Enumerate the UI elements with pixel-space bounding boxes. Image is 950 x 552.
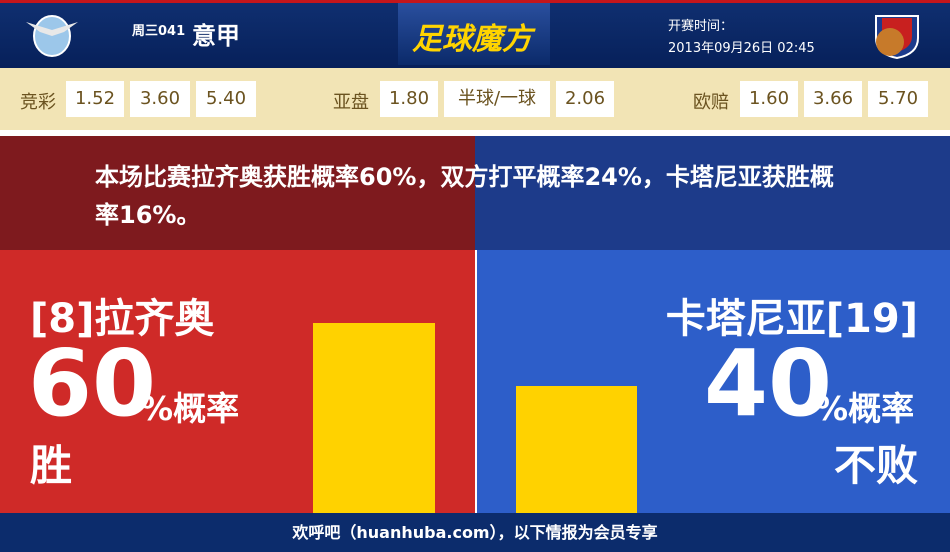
odds-value: 3.66 xyxy=(804,81,862,117)
odds-value: 5.40 xyxy=(196,81,256,117)
summary-bg-right xyxy=(475,136,950,250)
away-unit: %概率 xyxy=(815,389,915,428)
probability-bar xyxy=(516,386,637,513)
home-probability: 60 xyxy=(28,330,157,437)
home-unit: %概率 xyxy=(140,389,240,428)
probability-bar xyxy=(313,323,435,513)
kickoff-time: 2013年09月26日 02:45 xyxy=(668,41,815,56)
home-logo xyxy=(26,15,78,57)
odds-value: 2.06 xyxy=(556,81,614,117)
odds-label: 欧赔 xyxy=(693,92,729,113)
home-outcome: 胜 xyxy=(30,441,73,490)
odds-value: 3.60 xyxy=(130,81,190,117)
odds-value: 1.52 xyxy=(66,81,124,117)
summary: 本场比赛拉齐奥获胜概率60%，双方打平概率24%，卡塔尼亚获胜概率16%。 xyxy=(95,163,834,229)
away-outcome: 不败 xyxy=(833,441,918,490)
odds-label: 竞彩 xyxy=(20,92,56,113)
odds-value: 5.70 xyxy=(868,81,928,117)
odds-value: 1.80 xyxy=(380,81,438,117)
kickoff-label: 开赛时间： xyxy=(668,19,734,34)
odds-value: 半球/一球 xyxy=(444,81,550,117)
away-logo xyxy=(875,15,919,60)
summary-bg-left xyxy=(0,136,475,250)
away-team: 卡塔尼亚[19] xyxy=(665,296,918,342)
logo: 足球魔方 xyxy=(412,22,532,57)
home-team: [8]拉齐奥 xyxy=(30,296,215,342)
match-no: 周三041 xyxy=(132,24,186,39)
away-probability: 40 xyxy=(704,330,833,437)
logo-bg xyxy=(398,3,550,65)
footer: 欢呼吧（huanhuba.com），以下情报为会员专享 xyxy=(0,513,950,552)
league: 意甲 xyxy=(192,22,240,50)
odds-label: 亚盘 xyxy=(333,92,369,113)
odds-value: 1.60 xyxy=(740,81,798,117)
